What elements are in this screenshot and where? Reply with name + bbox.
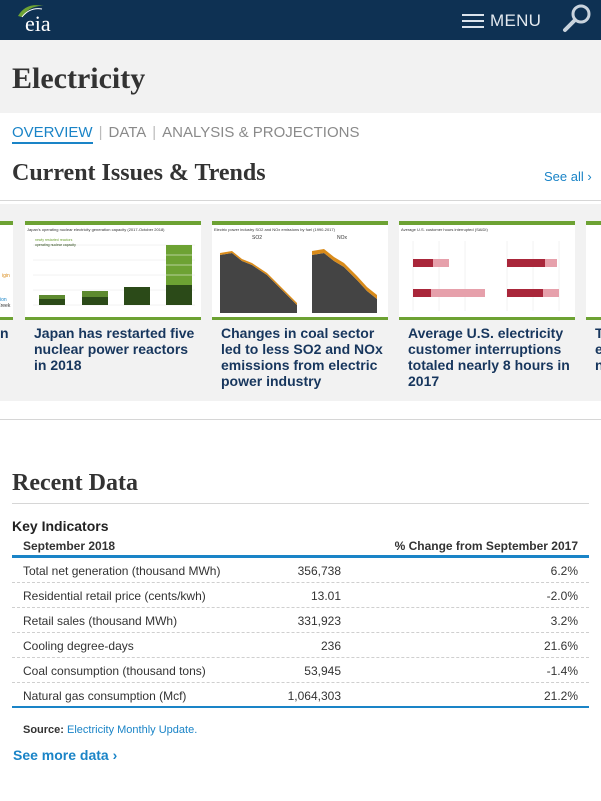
page-title: Electricity <box>12 62 146 95</box>
trend-card-partial-left[interactable]: igin ssion Creek n <box>0 221 13 397</box>
table-row: Cooling degree-days 236 21.6% <box>12 633 589 658</box>
area-chart-thumbnail-icon: SO2 NOx <box>220 235 377 313</box>
row-value: 1,064,303 <box>287 689 341 703</box>
row-value: 53,945 <box>304 664 341 678</box>
trend-card-japan-nuclear[interactable]: Japan's operating nuclear electricity ge… <box>25 221 201 397</box>
nox-label: NOx <box>337 235 348 241</box>
card-thumbnail: Japan's operating nuclear electricity ge… <box>25 221 201 320</box>
tab-analysis-projections[interactable]: ANALYSIS & PROJECTIONS <box>162 124 360 141</box>
section-divider <box>0 200 601 201</box>
section-divider <box>0 419 601 420</box>
trends-section-title: Current Issues & Trends <box>12 160 266 186</box>
svg-text:Creek: Creek <box>0 303 11 309</box>
row-change: 6.2% <box>550 564 578 578</box>
thumb-title: Japan's operating nuclear electricity ge… <box>27 227 165 232</box>
trends-carousel[interactable]: igin ssion Creek n Japan's operating nuc… <box>0 204 601 401</box>
logo-text: eia <box>25 11 51 36</box>
recent-data-title: Recent Data <box>12 470 138 496</box>
trend-card-coal-emissions[interactable]: Electric power industry SO2 and NOx emis… <box>212 221 388 397</box>
table-row: Natural gas consumption (Mcf) 1,064,303 … <box>12 683 589 708</box>
row-label: Coal consumption (thousand tons) <box>23 664 206 678</box>
logo-swoosh-icon <box>18 5 44 18</box>
search-button[interactable] <box>562 3 594 33</box>
title-band: Electricity <box>0 40 601 113</box>
chart-thumbnail-icon: igin ssion Creek <box>0 273 11 309</box>
key-indicators-table: September 2018 % Change from September 2… <box>12 536 589 708</box>
see-all-link[interactable]: See all › <box>544 169 592 184</box>
top-navigation-bar: eia MENU <box>0 0 601 40</box>
source-label: Source: <box>23 724 64 736</box>
key-indicators-title: Key Indicators <box>12 518 109 534</box>
trend-card-customer-interruptions[interactable]: Average U.S. customer hours interrupted … <box>399 221 575 397</box>
table-row: Coal consumption (thousand tons) 53,945 … <box>12 658 589 683</box>
card-caption: Changes in coal sector led to less SO2 a… <box>221 325 383 389</box>
card-caption: n <box>0 325 9 341</box>
row-change: 21.6% <box>543 639 578 653</box>
card-caption: Japan has restarted five nuclear power r… <box>34 325 195 373</box>
table-header: September 2018 % Change from September 2… <box>12 536 589 558</box>
row-change: -2.0% <box>546 589 578 603</box>
card-thumbnail: Electric power industry SO2 and NOx emis… <box>212 221 388 320</box>
tab-data[interactable]: DATA <box>108 124 147 141</box>
row-change: -1.4% <box>546 664 578 678</box>
thumb-title: Average U.S. customer hours interrupted … <box>401 227 488 232</box>
card-thumbnail <box>586 221 601 320</box>
horizontal-bar-chart-thumbnail-icon <box>412 241 560 311</box>
card-thumbnail: igin ssion Creek <box>0 221 13 320</box>
row-label: Cooling degree-days <box>23 639 134 653</box>
stacked-bar-chart-thumbnail-icon: newly restarted reactors operating nucle… <box>33 238 195 306</box>
hamburger-icon <box>462 13 484 29</box>
row-value: 236 <box>320 639 341 653</box>
svg-text:igin: igin <box>2 273 10 279</box>
svg-text:operating nuclear capacity: operating nuclear capacity <box>35 243 76 247</box>
table-row: Total net generation (thousand MWh) 356,… <box>12 558 589 583</box>
table-row: Residential retail price (cents/kwh) 13.… <box>12 583 589 608</box>
trend-card-partial-right[interactable]: T e n <box>586 221 601 397</box>
row-label: Natural gas consumption (Mcf) <box>23 689 187 703</box>
svg-text:ssion: ssion <box>0 297 7 303</box>
eia-logo[interactable]: eia <box>12 2 51 36</box>
row-value: 13.01 <box>310 589 341 603</box>
source-link[interactable]: Electricity Monthly Update. <box>67 724 198 736</box>
col-change-header: % Change from September 2017 <box>394 539 578 553</box>
section-divider <box>12 503 589 504</box>
search-icon <box>563 4 591 32</box>
tab-separator: | <box>152 124 157 141</box>
row-label: Residential retail price (cents/kwh) <box>23 589 206 603</box>
row-label: Retail sales (thousand MWh) <box>23 614 178 628</box>
menu-label: MENU <box>490 11 542 30</box>
tab-separator: | <box>98 124 103 141</box>
row-change: 21.2% <box>543 689 578 703</box>
table-row: Retail sales (thousand MWh) 331,923 3.2% <box>12 608 589 633</box>
row-label: Total net generation (thousand MWh) <box>23 564 221 578</box>
thumb-title: Electric power industry SO2 and NOx emis… <box>214 227 335 232</box>
card-thumbnail: Average U.S. customer hours interrupted … <box>399 221 575 320</box>
row-value: 356,738 <box>297 564 341 578</box>
col-month-header: September 2018 <box>23 539 116 553</box>
row-value: 331,923 <box>297 614 341 628</box>
svg-text:newly restarted reactors: newly restarted reactors <box>35 238 73 242</box>
section-tabs: OVERVIEW | DATA | ANALYSIS & PROJECTIONS <box>12 124 365 144</box>
menu-button[interactable]: MENU <box>462 10 541 32</box>
card-caption: Average U.S. electricity customer interr… <box>408 325 570 389</box>
source-note: Source: Electricity Monthly Update. <box>23 724 197 736</box>
row-change: 3.2% <box>550 614 578 628</box>
tab-overview[interactable]: OVERVIEW <box>12 124 93 144</box>
card-caption: T e n <box>595 325 601 373</box>
see-more-data-link[interactable]: See more data › <box>13 747 118 763</box>
so2-label: SO2 <box>252 235 262 241</box>
